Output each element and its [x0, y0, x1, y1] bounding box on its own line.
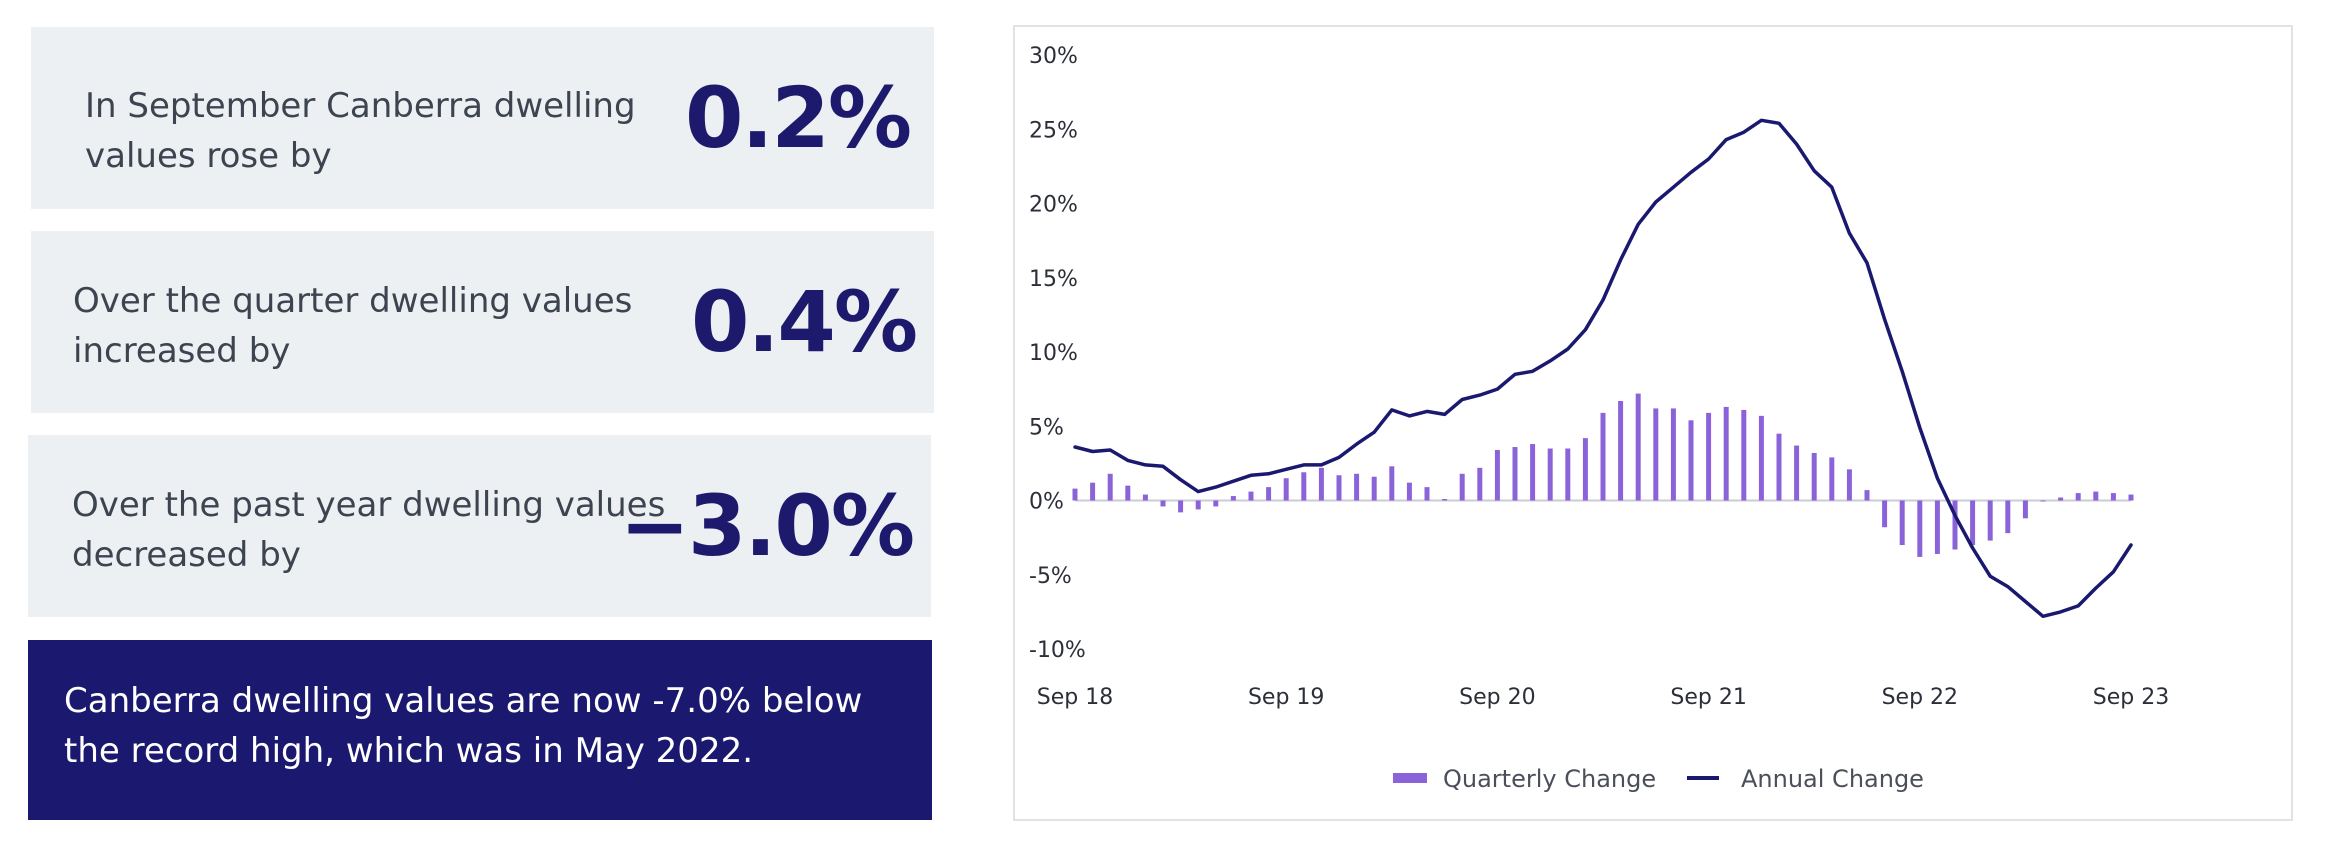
quarterly-change-bars: [1072, 393, 2134, 557]
quarterly-bar: [1829, 457, 1835, 501]
x-tick-label: Sep 22: [1882, 685, 1958, 710]
quarterly-bar: [2058, 497, 2064, 501]
quarterly-bar: [1318, 467, 1324, 501]
quarterly-bar: [1090, 482, 1096, 501]
legend: Quarterly Change Annual Change: [1393, 765, 1924, 793]
quarterly-bar: [1970, 500, 1976, 546]
quarterly-bar: [1424, 487, 1430, 501]
quarterly-bar: [1371, 476, 1377, 501]
quarterly-bar: [1899, 500, 1905, 546]
quarterly-bar: [1389, 466, 1395, 501]
monthly-change-value: 0.2%: [685, 69, 912, 167]
dwelling-value-change-chart: 30%25%20%15%10%5%0%-5%-10% Sep 18 Sep 19 S…: [1029, 44, 2169, 793]
y-tick-label: 0%: [1029, 490, 1064, 515]
x-tick-label: Sep 23: [2093, 685, 2169, 710]
quarterly-bar: [1741, 409, 1747, 501]
quarterly-bar: [1477, 467, 1483, 501]
stat-card-monthly: In September Canberra dwelling values ro…: [31, 27, 934, 209]
legend-quarterly-label: Quarterly Change: [1443, 765, 1656, 793]
quarterly-bar: [1987, 500, 1993, 541]
quarterly-change-label: Over the quarter dwelling values increas…: [73, 281, 633, 371]
quarterly-bar: [1547, 448, 1553, 501]
x-tick-label: Sep 21: [1670, 685, 1746, 710]
quarterly-bar: [1776, 433, 1782, 501]
y-tick-label: 30%: [1029, 44, 1078, 69]
x-axis: Sep 18 Sep 19 Sep 20 Sep 21 Sep 22 Sep 23: [1037, 685, 2169, 710]
y-tick-label: 15%: [1029, 267, 1078, 292]
stat-card-annual: Over the past year dwelling values decre…: [28, 435, 931, 617]
quarterly-bar: [1723, 406, 1729, 501]
quarterly-bar: [1354, 473, 1360, 501]
stat-card-quarterly: Over the quarter dwelling values increas…: [31, 231, 934, 413]
record-high-note: Canberra dwelling values are now -7.0% b…: [28, 640, 932, 820]
quarterly-bar: [1582, 438, 1588, 501]
quarterly-bar: [1846, 469, 1852, 501]
legend-quarterly-swatch: [1393, 773, 1427, 783]
quarterly-bar: [1952, 500, 1958, 550]
quarterly-bar: [1688, 420, 1694, 501]
quarterly-bar: [1459, 473, 1465, 501]
monthly-change-label: In September Canberra dwelling values ro…: [85, 86, 636, 176]
quarterly-bar: [1706, 412, 1712, 501]
quarterly-bar: [1125, 485, 1131, 501]
quarterly-bar: [1565, 448, 1571, 501]
quarterly-bar: [1195, 500, 1201, 510]
record-high-note-text: Canberra dwelling values are now -7.0% b…: [64, 681, 863, 771]
quarterly-bar: [1248, 491, 1254, 501]
quarterly-bar: [1794, 445, 1800, 501]
y-tick-label: 20%: [1029, 193, 1078, 218]
quarterly-bar: [1406, 482, 1412, 501]
quarterly-bar: [1107, 473, 1113, 501]
legend-annual-label: Annual Change: [1741, 765, 1924, 793]
annual-change-line: [1073, 118, 2133, 619]
quarterly-bar: [1072, 488, 1078, 501]
quarterly-bar: [1635, 393, 1641, 501]
quarterly-bar: [1142, 494, 1148, 501]
quarterly-bar: [1512, 447, 1518, 501]
quarterly-bar: [2022, 500, 2028, 519]
quarterly-bar: [2075, 493, 2081, 501]
x-tick-label: Sep 20: [1459, 685, 1535, 710]
quarterly-bar: [1670, 408, 1676, 501]
quarterly-bar: [1811, 452, 1817, 501]
quarterly-bar: [2128, 494, 2134, 501]
y-tick-label: -10%: [1029, 638, 1086, 663]
quarterly-bar: [1530, 444, 1536, 501]
x-tick-label: Sep 18: [1037, 685, 1113, 710]
quarterly-bar: [1618, 401, 1624, 501]
quarterly-bar: [1864, 490, 1870, 501]
quarterly-bar: [1301, 472, 1307, 501]
quarterly-bar: [1934, 500, 1940, 554]
x-tick-label: Sep 19: [1248, 685, 1324, 710]
y-tick-label: -5%: [1029, 564, 1072, 589]
quarterly-bar: [2005, 500, 2011, 534]
quarterly-bar: [1758, 415, 1764, 501]
annual-change-label: Over the past year dwelling values decre…: [72, 485, 666, 575]
quarterly-bar: [1160, 500, 1166, 507]
quarterly-bar: [2093, 491, 2099, 501]
quarterly-bar: [1653, 408, 1659, 501]
quarterly-bar: [2110, 493, 2116, 501]
y-tick-label: 10%: [1029, 341, 1078, 366]
quarterly-bar: [1442, 499, 1448, 501]
quarterly-bar: [1266, 487, 1272, 501]
y-tick-label: 5%: [1029, 415, 1064, 440]
quarterly-change-value: 0.4%: [691, 273, 918, 371]
quarterly-bar: [1283, 478, 1289, 501]
quarterly-bar: [1600, 412, 1606, 501]
quarterly-bar: [1213, 500, 1219, 507]
quarterly-bar: [1230, 496, 1236, 501]
y-axis: 30% 25% 20% 15% 10% 5% 0% -5% -10%: [1029, 44, 1086, 663]
quarterly-bar: [1917, 500, 1923, 557]
y-tick-label: 25%: [1029, 118, 1078, 143]
quarterly-bar: [1494, 450, 1500, 501]
chart-panel: 30% 25% 20% 15% 10% 5% 0% -5% -10% Sep 18 Sep 19 S…: [1013, 25, 2293, 821]
annual-change-value: −3.0%: [619, 477, 915, 575]
quarterly-bar: [2040, 500, 2046, 502]
quarterly-bar: [1178, 500, 1184, 513]
quarterly-bar: [1336, 475, 1342, 501]
quarterly-bar: [1882, 500, 1888, 528]
